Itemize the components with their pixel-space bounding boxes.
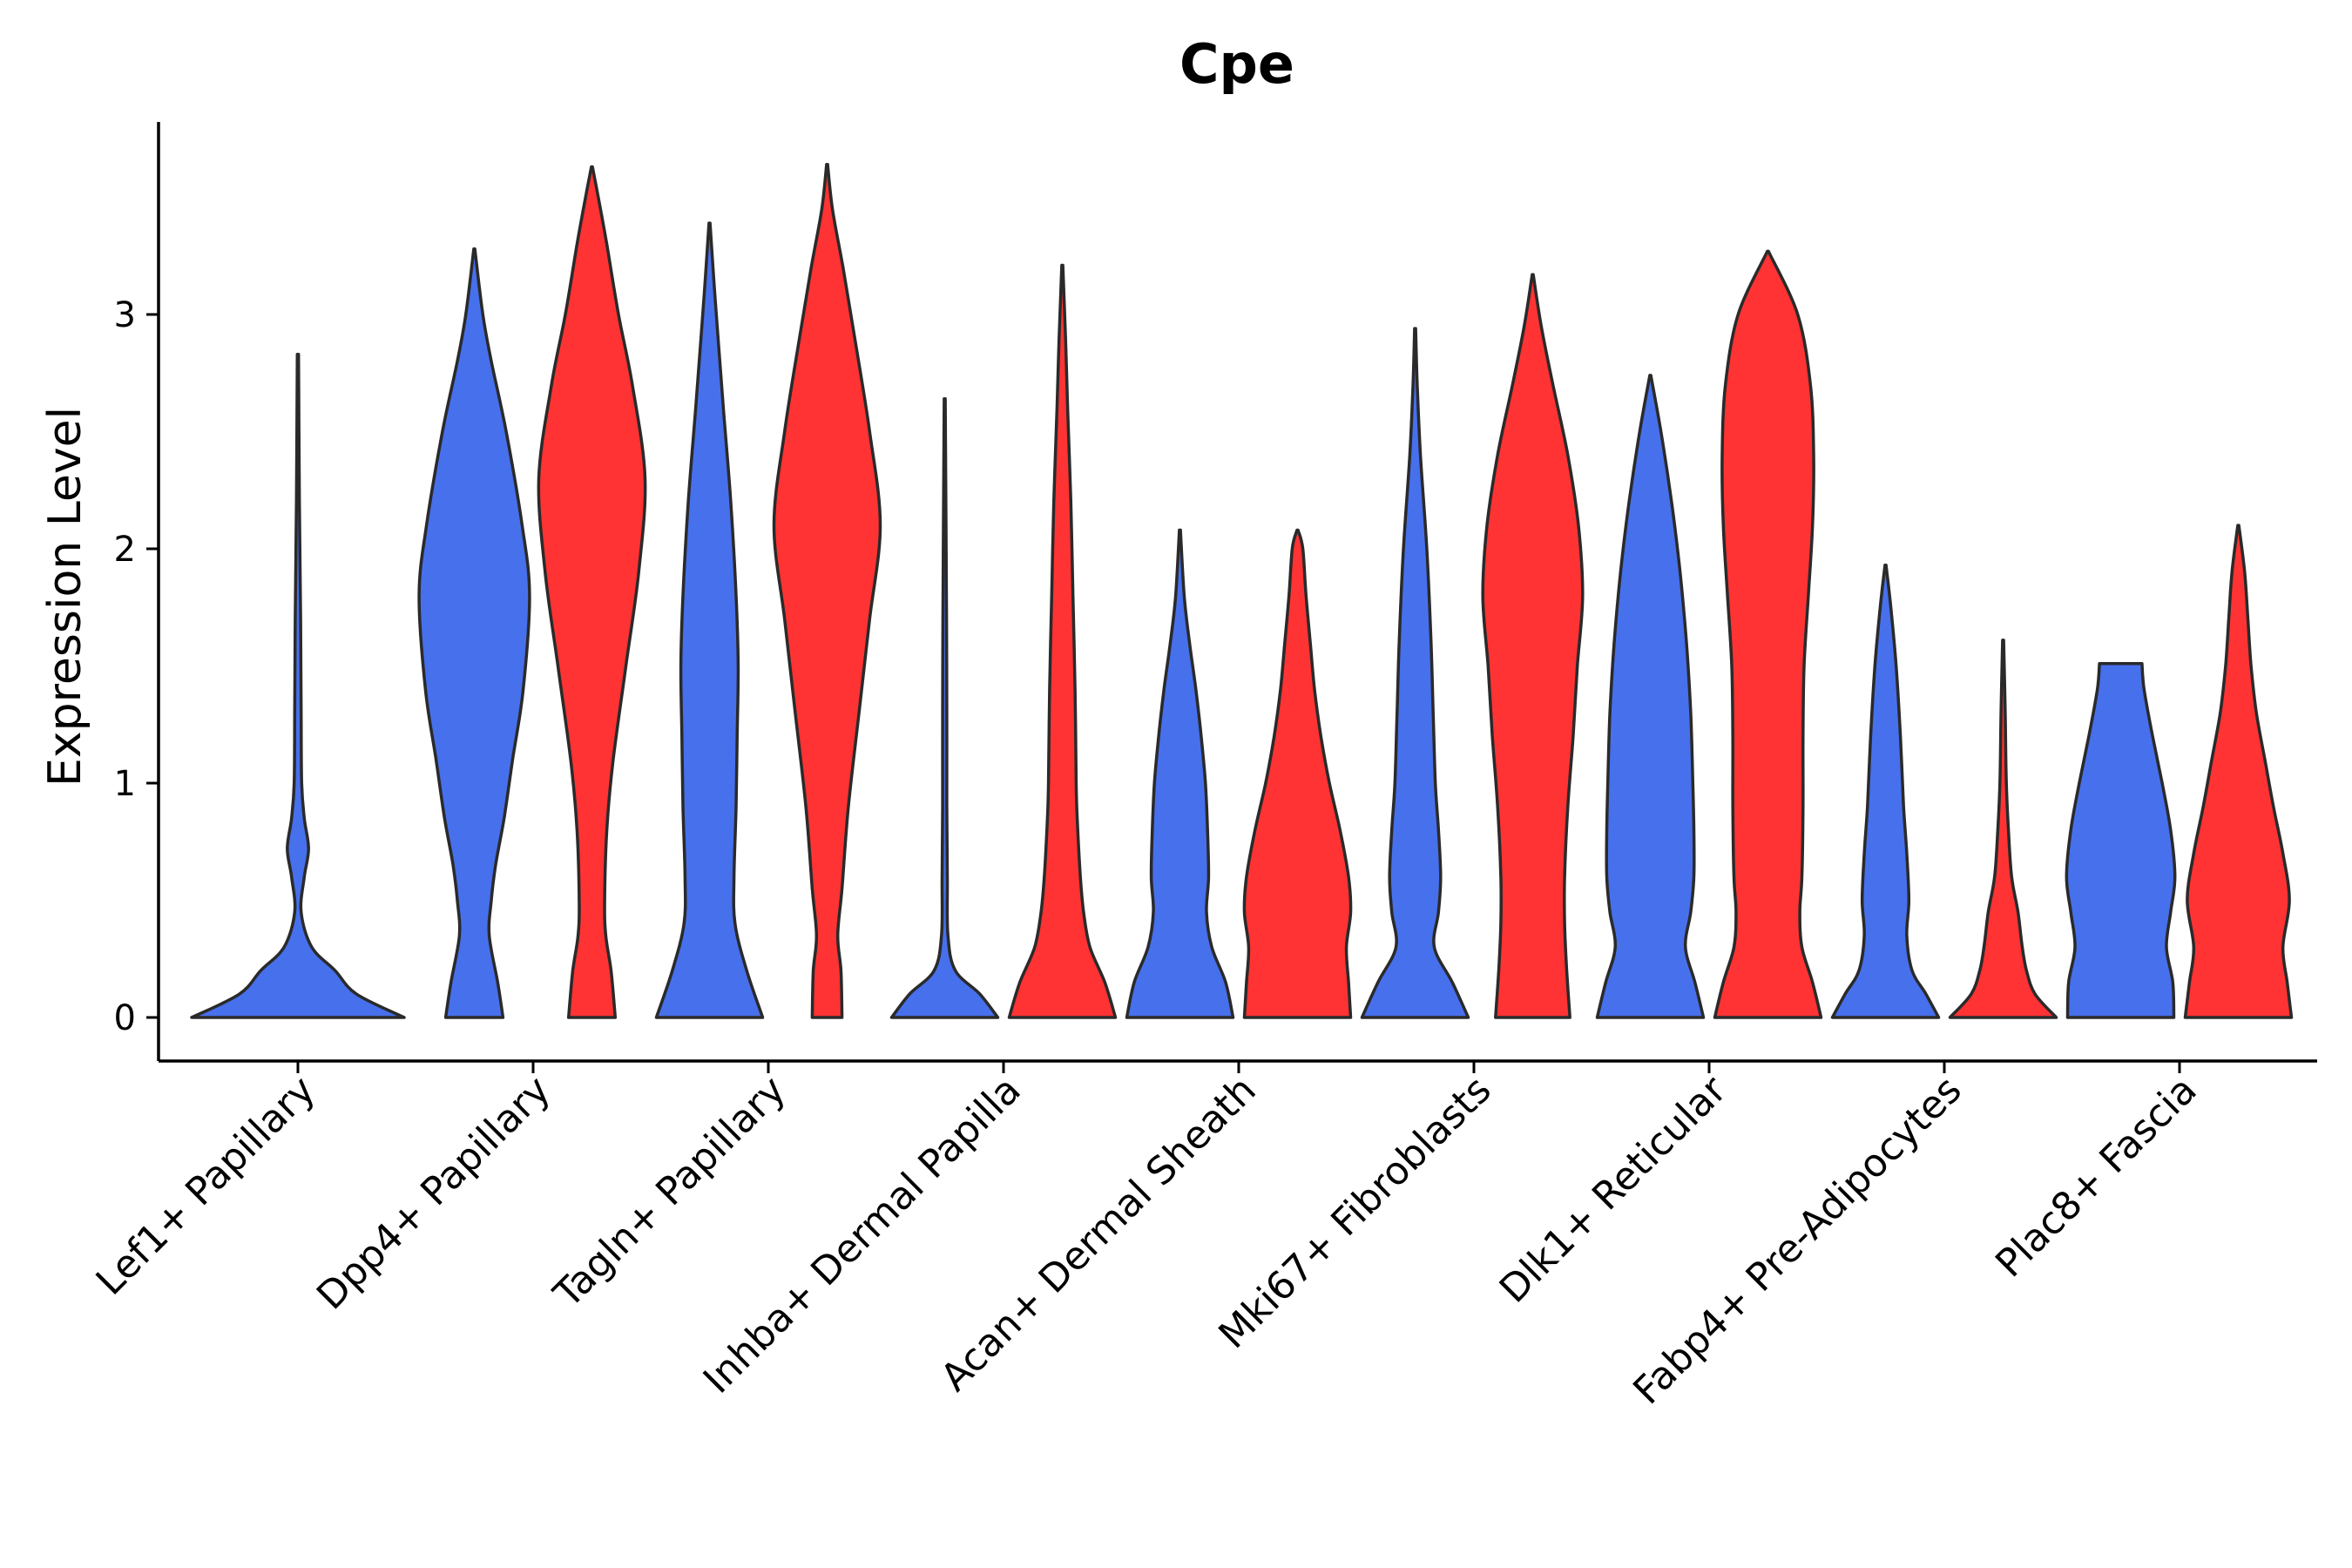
y-tick-label: 0 bbox=[114, 998, 136, 1038]
x-tick-label: Tagln+ Papillary bbox=[545, 1068, 794, 1317]
x-tick-label: Mki67+ Fibroblasts bbox=[1210, 1068, 1499, 1357]
violin-red-dlk1-reticular bbox=[1713, 249, 1823, 1019]
chart-title: Cpe bbox=[1179, 32, 1294, 96]
violin-red-fabp4-pre-adipocytes bbox=[1948, 639, 2058, 1019]
violin-blue-lef1-papillary bbox=[190, 352, 406, 1019]
y-tick-label: 1 bbox=[114, 764, 136, 804]
violin-blue-mki67-fibroblasts bbox=[1360, 327, 1470, 1019]
x-tick-label: Plac8+ Fascia bbox=[1987, 1068, 2206, 1287]
violin-red-mki67-fibroblasts bbox=[1481, 273, 1585, 1019]
violin-layer bbox=[190, 163, 2294, 1019]
violin-blue-inhba-dermal-papilla bbox=[889, 397, 1000, 1019]
y-tick-label: 3 bbox=[114, 295, 136, 335]
violin-blue-plac8-fascia bbox=[2065, 662, 2177, 1019]
y-axis-label: Expression Level bbox=[39, 407, 91, 787]
x-tick-label: Lef1+ Papillary bbox=[88, 1068, 324, 1304]
violin-blue-dlk1-reticular bbox=[1595, 374, 1706, 1019]
y-tick-label: 2 bbox=[114, 530, 136, 570]
violin-red-dpp4-papillary bbox=[537, 165, 647, 1019]
x-tick-label: Dpp4+ Papillary bbox=[308, 1068, 559, 1319]
violin-red-inhba-dermal-papilla bbox=[1007, 263, 1118, 1019]
violin-red-acan-dermal-sheath bbox=[1242, 528, 1353, 1019]
violin-red-plac8-fascia bbox=[2183, 524, 2294, 1019]
violin-blue-acan-dermal-sheath bbox=[1125, 528, 1235, 1019]
violin-blue-fabp4-pre-adipocytes bbox=[1830, 564, 1941, 1019]
violin-blue-dpp4-papillary bbox=[417, 247, 531, 1019]
violin-red-tagln-papillary bbox=[772, 163, 882, 1019]
violin-blue-tagln-papillary bbox=[654, 221, 765, 1019]
x-tick-label: Dlk1+ Reticular bbox=[1491, 1067, 1736, 1312]
